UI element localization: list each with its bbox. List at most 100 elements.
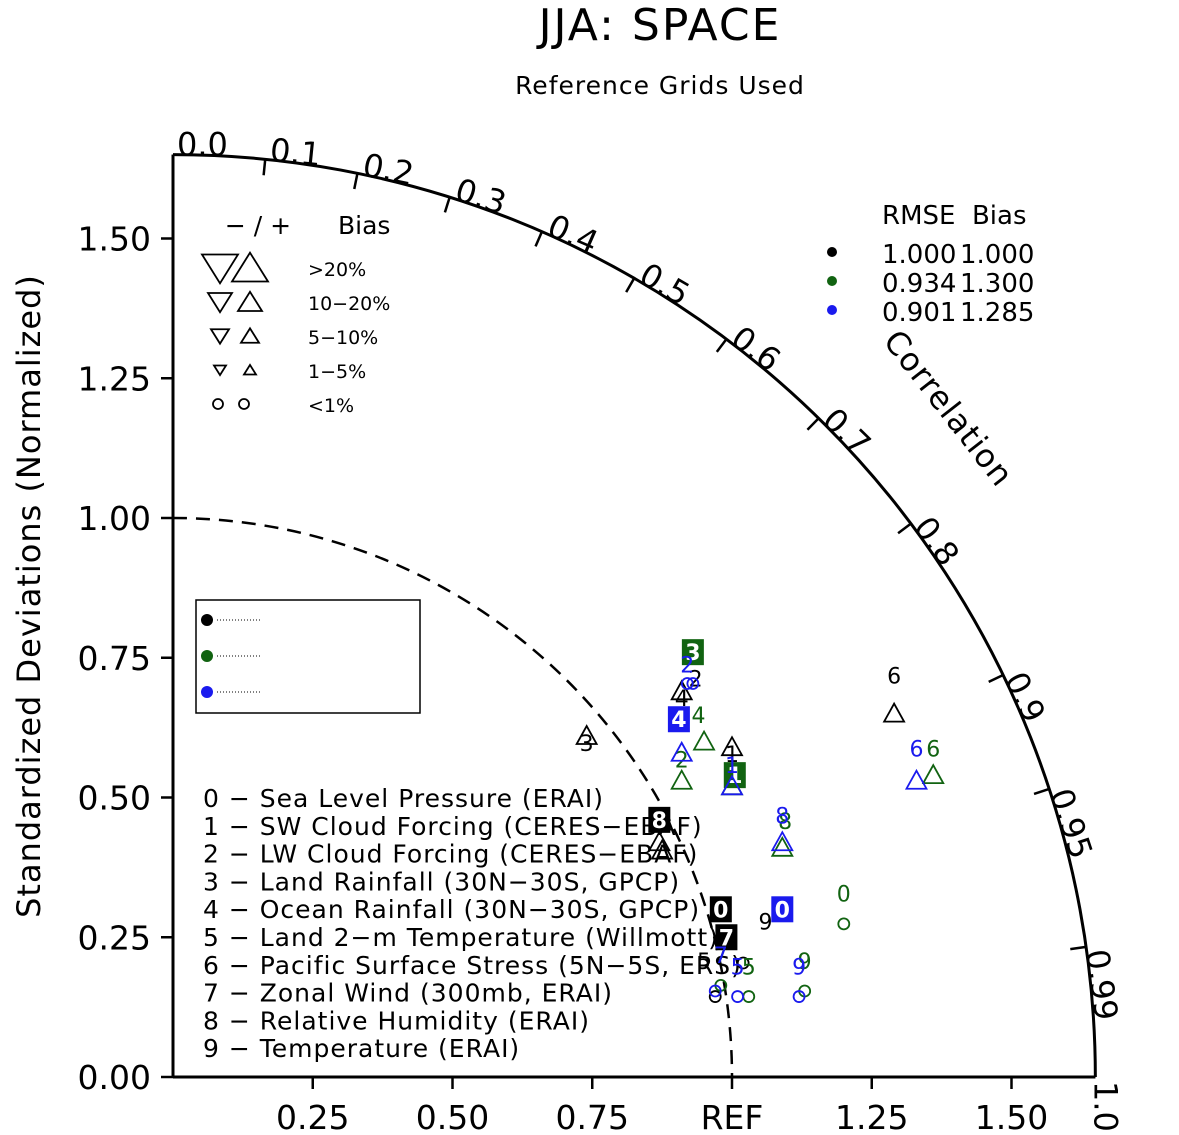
variable-list: 0 − Sea Level Pressure (ERAI)1 − SW Clou… <box>203 784 742 1063</box>
data-point-triangle-up <box>770 835 794 857</box>
data-point-label: 4 <box>691 704 705 729</box>
y-tick-label: 0.00 <box>78 1058 151 1097</box>
chart-subtitle: Reference Grids Used <box>515 71 805 100</box>
data-point-box <box>648 806 671 833</box>
data-point-box <box>771 896 794 923</box>
correlation-tick <box>988 673 1004 684</box>
data-point-label: 2 <box>680 654 694 679</box>
rmse-value: 0.934 <box>882 269 956 299</box>
bias-triangle-down-icon <box>212 364 228 377</box>
data-point-label: 5 <box>742 955 756 980</box>
correlation-tick-label: 0.0 <box>177 126 228 164</box>
y-tick-label: 1.25 <box>78 359 151 398</box>
data-point-label: 7 <box>714 944 728 969</box>
correlation-tick <box>715 338 728 353</box>
bias-key-sign-header: − / + <box>225 211 291 240</box>
bias-key-label: 10−20% <box>308 293 390 315</box>
correlation-tick <box>534 231 544 247</box>
rmse-series-dot <box>827 247 837 257</box>
y-tick-label: 0.25 <box>78 918 151 957</box>
x-tick-label: 0.25 <box>276 1098 349 1135</box>
x-tick-label: REF <box>701 1098 764 1135</box>
correlation-tick-label: 0.1 <box>268 131 322 174</box>
correlation-tick-label: 0.3 <box>451 171 511 223</box>
data-point-label: 9 <box>798 950 812 975</box>
bias-key: − / + Bias >20% 10−20% 5−10% 1−5% <1% <box>200 211 390 417</box>
bias-value: 1.285 <box>960 298 1034 328</box>
data-point-circle <box>736 956 750 970</box>
rmse-value: 0.901 <box>882 298 956 328</box>
data-point-triangle-up <box>692 729 716 751</box>
bias-key-label: 1−5% <box>308 361 366 383</box>
correlation-tick-label: 1.0 <box>1086 1081 1124 1132</box>
correlation-tick <box>1033 787 1050 796</box>
bias-triangle-up-icon <box>239 326 261 344</box>
y-tick-label: 1.00 <box>78 499 151 538</box>
data-point-label: 6 <box>926 737 940 762</box>
axes <box>171 154 1096 1079</box>
data-point-label: 1 <box>725 743 739 768</box>
data-point-label: 1 <box>725 754 739 779</box>
data-point-triangle-up <box>720 774 744 796</box>
variable-list-item: 8 − Relative Humidity (ERAI) <box>203 1006 590 1035</box>
data-point-label: 3 <box>580 732 594 757</box>
data-point-box <box>709 896 732 923</box>
y-tick-label: 0.75 <box>78 639 151 678</box>
data-point-box <box>667 706 690 733</box>
data-point-label: 3 <box>685 641 700 666</box>
series-legend-dot <box>201 686 213 698</box>
data-point-label: 6 <box>887 665 901 690</box>
correlation-tick-label: 0.7 <box>815 400 878 463</box>
y-axis-label: Standardized Deviations (Normalized) <box>10 274 48 918</box>
data-point-triangle-up <box>720 735 744 757</box>
correlation-arc-label: Correlation <box>876 323 1021 494</box>
bias-value: 1.000 <box>960 240 1034 270</box>
data-point-circle <box>837 917 851 931</box>
correlation-tick <box>1070 945 1087 951</box>
data-point-label: 8 <box>652 809 667 834</box>
data-point-label: 5 <box>697 950 711 975</box>
data-point-circle <box>708 990 722 1003</box>
variable-list-item: 1 − SW Cloud Forcing (CERES−EBAF) <box>203 812 703 841</box>
bias-triangle-down-icon <box>200 253 240 285</box>
correlation-tick-label: 0.2 <box>360 146 417 193</box>
correlation-tick <box>897 522 912 535</box>
bias-triangle-up-icon <box>242 363 258 376</box>
correlation-tick-label: 0.5 <box>633 255 696 313</box>
data-point-label: 0 <box>775 898 790 923</box>
data-point-label: 6 <box>909 737 923 762</box>
data-point-triangle-up <box>647 830 671 852</box>
data-point-label: 9 <box>759 911 773 936</box>
bias-triangle-down-icon <box>209 328 231 346</box>
data-point-triangle-up <box>575 724 599 745</box>
bias-key-label: 5−10% <box>308 327 378 349</box>
bias-triangle-up-icon <box>230 251 270 283</box>
variable-list-item: 6 − Pacific Surface Stress (5N−5S, ERS) <box>203 951 742 980</box>
correlation-tick-label: 0.6 <box>724 318 788 379</box>
data-point-circle <box>731 990 744 1003</box>
bias-circle-icon <box>238 398 250 410</box>
data-point-triangle-up <box>882 701 906 723</box>
correlation-tick-label: 0.9 <box>997 666 1053 728</box>
variable-list-item: 2 − LW Cloud Forcing (CERES−EBAF) <box>203 840 698 869</box>
data-point-label: 0 <box>713 898 728 923</box>
variable-list-item: 5 − Land 2−m Temperature (Willmott) <box>203 923 719 952</box>
bias-triangle-down-icon <box>206 292 234 314</box>
variable-list-item: 4 − Ocean Rainfall (30N−30S, GPCP) <box>203 895 700 924</box>
data-point-label: 1 <box>727 764 742 789</box>
bias-value: 1.300 <box>960 269 1034 299</box>
data-point-label: 9 <box>792 955 806 980</box>
rmse-series-dot <box>827 305 837 315</box>
rmse-series-dot <box>827 276 837 286</box>
x-tick-label: 1.50 <box>975 1098 1048 1135</box>
x-tick-label: 1.25 <box>835 1098 908 1135</box>
data-point-circle <box>686 677 700 690</box>
correlation-tick <box>262 159 267 176</box>
x-tick-label: 0.75 <box>556 1098 629 1135</box>
variable-list-item: 9 − Temperature (ERAI) <box>203 1034 520 1063</box>
data-point-triangle-up <box>921 763 945 785</box>
data-point-triangle-up <box>670 679 694 701</box>
correlation-tick <box>353 173 359 190</box>
bias-key-label: <1% <box>308 395 354 417</box>
